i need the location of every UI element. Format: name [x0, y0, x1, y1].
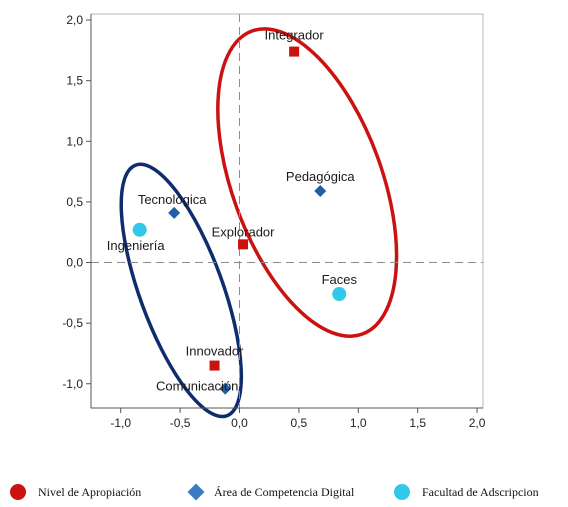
y-tick-label: 1,5: [66, 74, 83, 88]
y-tick-label: -1,0: [62, 377, 83, 391]
x-tick-label: 1,0: [350, 416, 367, 430]
y-tick-label: 0,0: [66, 256, 83, 270]
plot-area-frame: [90, 13, 484, 409]
y-tick-label: 0,5: [66, 195, 83, 209]
label-innovador: Innovador: [186, 344, 244, 359]
label-ingenieria: Ingeniería: [107, 238, 166, 253]
legend-label-facultad: Facultad de Adscripcion: [422, 484, 539, 499]
point-explorador: [238, 239, 249, 250]
x-tick-label: 0,5: [291, 416, 308, 430]
scatter-chart: -1,0 -0,5 0,0 0,5 1,0 1,5 2,0 2,0 1,5 1,0 0,5 0,0 -0…: [62, 13, 485, 430]
legend-item-facultad: Facultad de Adscripcion: [394, 480, 539, 504]
label-integrador: Integrador: [264, 28, 324, 43]
x-tick-label: 2,0: [469, 416, 486, 430]
point-ingenieria: [132, 222, 147, 237]
point-faces: [332, 287, 347, 302]
x-tick-label: -1,0: [110, 416, 131, 430]
label-comunicacion: Comunicación: [156, 379, 238, 394]
tick-labels: -1,0 -0,5 0,0 0,5 1,0 1,5 2,0 2,0 1,5 1,0 0,5 0,0 -0…: [62, 13, 485, 430]
legend-label-nivel: Nivel de Apropiación: [38, 484, 142, 499]
grouping-ellipse-0: [216, 27, 399, 338]
grouping-ellipse-1: [119, 162, 244, 419]
point-tecnologica: [168, 206, 181, 219]
reference-lines: [91, 14, 483, 408]
legend-label-area: Área de Competencia Digital: [214, 484, 355, 499]
legend: Nivel de Apropiación Área de Competencia…: [0, 480, 568, 504]
label-explorador: Explorador: [212, 224, 276, 239]
point-labels: Integrador Explorador Innovador Pedagógica T…: [107, 28, 358, 394]
grouping-ellipses: [119, 27, 399, 419]
y-tick-label: 1,0: [66, 134, 83, 148]
label-tecnologica: Tecnológica: [138, 192, 207, 207]
data-points: [132, 46, 347, 395]
point-pedagogica: [314, 184, 327, 197]
legend-marker-red-circle: [10, 484, 26, 500]
y-tick-label: -0,5: [62, 316, 83, 330]
legend-item-area: Área de Competencia Digital: [186, 480, 354, 504]
legend-marker-blue-diamond: [187, 483, 205, 501]
point-comunicacion: [219, 382, 232, 395]
y-tick-label: 2,0: [66, 13, 83, 27]
x-tick-label: 0,0: [231, 416, 248, 430]
x-tick-label: 1,5: [409, 416, 426, 430]
x-tick-label: -0,5: [170, 416, 191, 430]
legend-item-nivel: Nivel de Apropiación: [10, 480, 141, 504]
legend-marker-cyan-circle: [394, 484, 410, 500]
point-integrador: [289, 46, 300, 57]
label-faces: Faces: [322, 272, 358, 287]
axes: [86, 14, 483, 413]
label-pedagogica: Pedagógica: [286, 169, 355, 184]
point-innovador: [209, 360, 220, 371]
